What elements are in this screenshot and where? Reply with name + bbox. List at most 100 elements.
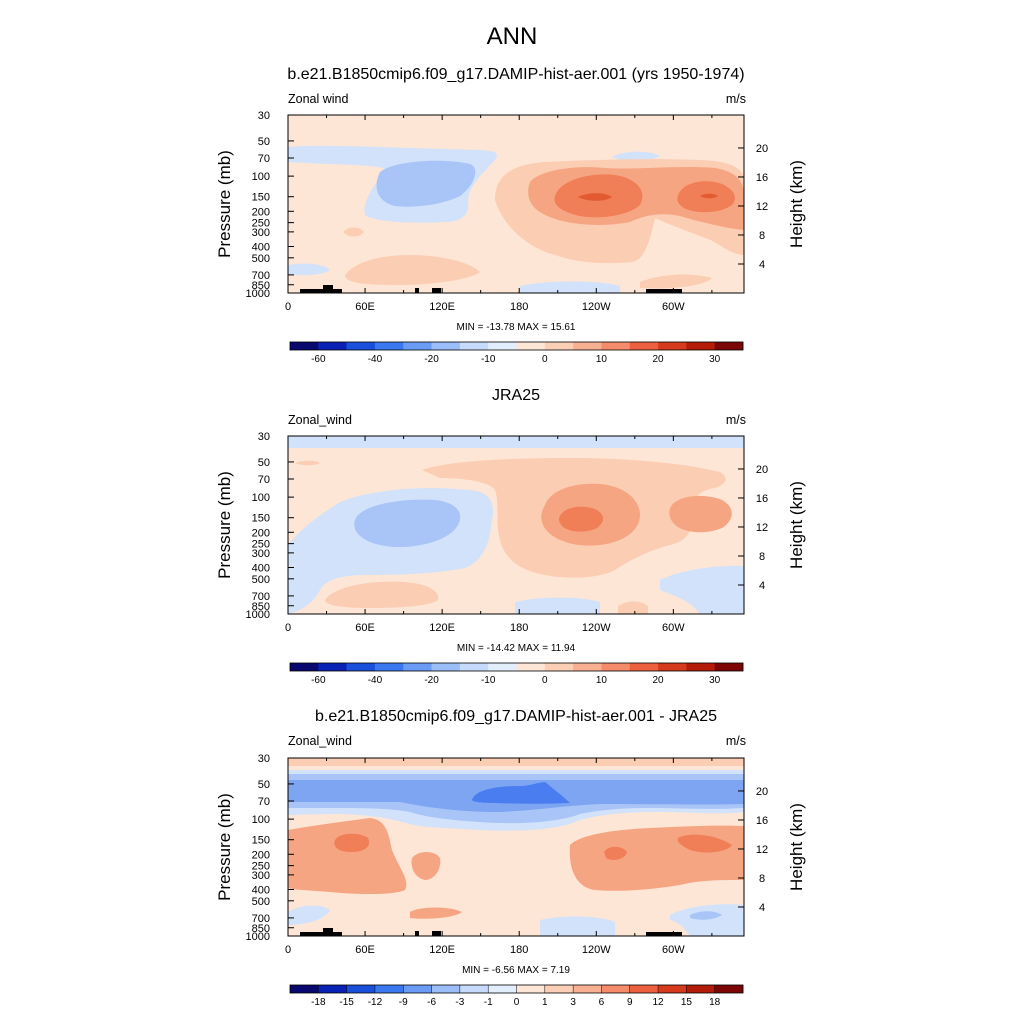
x-tick-label: 60E <box>355 944 375 956</box>
y-tick-label: 850 <box>252 280 270 292</box>
colorbar-label: -10 <box>481 354 496 365</box>
y-tick-label: 300 <box>252 870 270 882</box>
y-tick-label: 1000 <box>246 288 270 300</box>
negative-top-band <box>288 436 744 448</box>
y-tick-label: 200 <box>252 206 270 218</box>
colorbar-swatch <box>403 985 432 993</box>
y-tick-label: 500 <box>252 896 270 908</box>
positive-blob-left-top <box>295 460 320 466</box>
panel-reanalysis: JRA25 Zonal_wind m/s <box>287 387 746 615</box>
y2-tick-label: 16 <box>756 172 768 184</box>
colorbar-swatch <box>488 342 517 350</box>
negative-core <box>472 782 570 804</box>
panel-units-label: m/s <box>726 734 746 748</box>
colorbar-label: 30 <box>709 675 721 686</box>
colorbar-label: 0 <box>542 675 548 686</box>
colorbar-label: -12 <box>368 997 383 1008</box>
panel-variable-label: Zonal_wind <box>288 734 352 748</box>
colorbar-swatch <box>318 985 347 993</box>
colorbar-swatch <box>403 663 432 671</box>
y2-tick-label: 12 <box>756 522 768 534</box>
colorbar-swatch <box>431 342 461 350</box>
negative-core-upper-left <box>376 160 476 207</box>
y-tick-label: 250 <box>252 218 270 230</box>
negative-lower-left <box>288 905 330 925</box>
y2-tick-label: 16 <box>756 493 768 505</box>
colorbar-label: 20 <box>653 675 665 686</box>
colorbar-swatch <box>544 663 574 671</box>
colorbar-label: -20 <box>424 675 439 686</box>
colorbar-swatch <box>318 663 347 671</box>
colorbar-swatch <box>290 663 319 671</box>
negative-core-left <box>354 499 461 548</box>
colorbar-swatch <box>290 985 319 993</box>
y-axis-title: Pressure (mb) <box>215 150 234 258</box>
y2-axis-title: Height (km) <box>787 481 806 569</box>
colorbar-label: -40 <box>368 354 383 365</box>
y-tick-label: 300 <box>252 548 270 560</box>
y2-tick-label: 8 <box>759 230 765 242</box>
colorbar-swatch <box>714 985 744 993</box>
colorbar-swatch <box>573 663 602 671</box>
y-tick-label: 250 <box>252 539 270 551</box>
x-tick-label: 120E <box>429 301 455 313</box>
y-tick-label: 1000 <box>246 931 270 943</box>
contour-field <box>288 115 744 293</box>
colorbar-label: 1 <box>542 997 548 1008</box>
positive-top-band <box>288 758 744 766</box>
positive-lowlevel-left <box>325 581 439 608</box>
x-tick-label: 120W <box>582 622 611 634</box>
colorbar: -18 -15 -12 -9 -6 -3 -1 0 1 3 6 9 12 15 18 <box>289 984 744 1008</box>
axes-and-colorbars: 0 60E 120E 180 120W 60W3050701001502002503004… <box>215 110 806 1008</box>
colorbar-label: 20 <box>653 354 665 365</box>
colorbar-label: 6 <box>599 997 605 1008</box>
colorbar-swatch <box>374 663 404 671</box>
y-tick-label: 70 <box>258 153 270 165</box>
colorbar-swatch <box>346 342 376 350</box>
colorbar-swatch <box>601 663 631 671</box>
contour-field <box>288 436 744 614</box>
colorbar-label: -60 <box>311 675 326 686</box>
plot-frame <box>287 757 745 937</box>
positive-lowlevel-right <box>640 274 712 289</box>
y-axis-title: Pressure (mb) <box>215 793 234 901</box>
y-tick-label: 30 <box>258 753 270 765</box>
x-tick-label: 0 <box>285 301 291 313</box>
positive-core-center <box>558 506 603 532</box>
colorbar: -60 -40 -20 -10 0 10 20 30 <box>289 662 744 686</box>
positive-core-mid <box>604 846 627 860</box>
colorbar-swatch <box>459 663 489 671</box>
negative-lower-right <box>670 904 744 936</box>
positive-core-left <box>334 833 370 852</box>
negative-lower-right-core <box>690 911 722 920</box>
positive-lower-blob <box>410 907 462 919</box>
colorbar-label: -18 <box>311 997 326 1008</box>
y-tick-label: 200 <box>252 527 270 539</box>
colorbar-swatch <box>346 663 376 671</box>
colorbar-label: 18 <box>709 997 721 1008</box>
panel-axes: 0 60E 120E 180 120W 60W3050701001502002503004… <box>215 431 806 686</box>
colorbar-label: 12 <box>653 997 665 1008</box>
panel-model: b.e21.B1850cmip6.f09_g17.DAMIP-hist-aer.… <box>287 66 746 294</box>
positive-lowlevel-right <box>618 601 648 614</box>
colorbar-swatch <box>658 342 687 350</box>
positive-upper-troposphere <box>288 818 407 895</box>
colorbar-swatch <box>658 663 687 671</box>
panel-axes: 0 60E 120E 180 120W 60W3050701001502002503004… <box>215 753 806 1008</box>
topography-mask <box>300 928 682 936</box>
y2-tick-label: 4 <box>759 580 765 592</box>
positive-lowlevel-left <box>345 255 480 285</box>
colorbar-swatch <box>629 985 659 993</box>
plot-frame <box>287 435 745 615</box>
y-tick-label: 30 <box>258 110 270 122</box>
jet-max-right <box>700 193 718 199</box>
colorbar-swatch <box>516 342 546 350</box>
negative-region-upper-right <box>612 151 660 162</box>
y-tick-label: 150 <box>252 192 270 204</box>
x-tick-label: 60E <box>355 622 375 634</box>
x-tick-label: 120W <box>582 301 611 313</box>
y2-axis-title: Height (km) <box>787 803 806 891</box>
x-tick-label: 60W <box>662 622 685 634</box>
y2-tick-label: 20 <box>756 786 768 798</box>
